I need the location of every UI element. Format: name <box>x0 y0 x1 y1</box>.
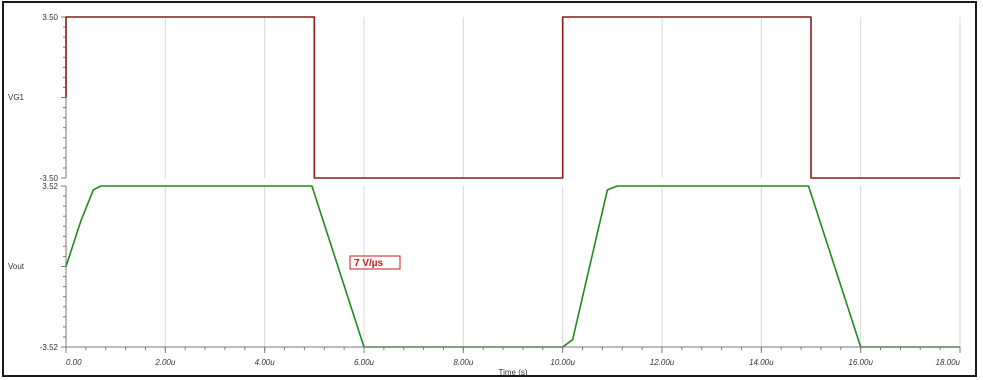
x-tick-label: 14.00u <box>749 358 774 367</box>
annotation-box <box>349 255 401 270</box>
series-line-vout <box>65 185 960 348</box>
y-tick-label: -3.50 <box>40 174 59 183</box>
series-line-vg1 <box>65 16 960 179</box>
slew-rate-annotation: 7 V/µs <box>354 258 384 269</box>
x-tick-label: 2.00u <box>154 358 176 367</box>
x-tick-label: 18.00u <box>936 358 961 367</box>
y-tick-label: 3.52 <box>42 182 58 191</box>
y-tick-label: -3.52 <box>40 343 59 352</box>
x-tick-label: 16.00u <box>848 358 873 367</box>
x-axis-title: Time (s) <box>498 368 527 377</box>
series-label: Vout <box>8 262 25 271</box>
x-tick-label: 8.00u <box>453 358 474 367</box>
x-tick-label: 10.00u <box>550 358 575 367</box>
waveform-plot: 3.50 -3.50 VG1 3.52 -3.52 Vout 7 V/µs 0.00 2.00u… <box>8 13 961 377</box>
series-label: VG1 <box>8 93 25 102</box>
x-tick-label: 4.00u <box>255 358 276 367</box>
y-tick-label: 3.50 <box>42 13 58 22</box>
x-tick-label: 6.00u <box>354 358 375 367</box>
x-tick-label: 12.00u <box>650 358 675 367</box>
x-tick-label: 0.00 <box>66 358 82 367</box>
